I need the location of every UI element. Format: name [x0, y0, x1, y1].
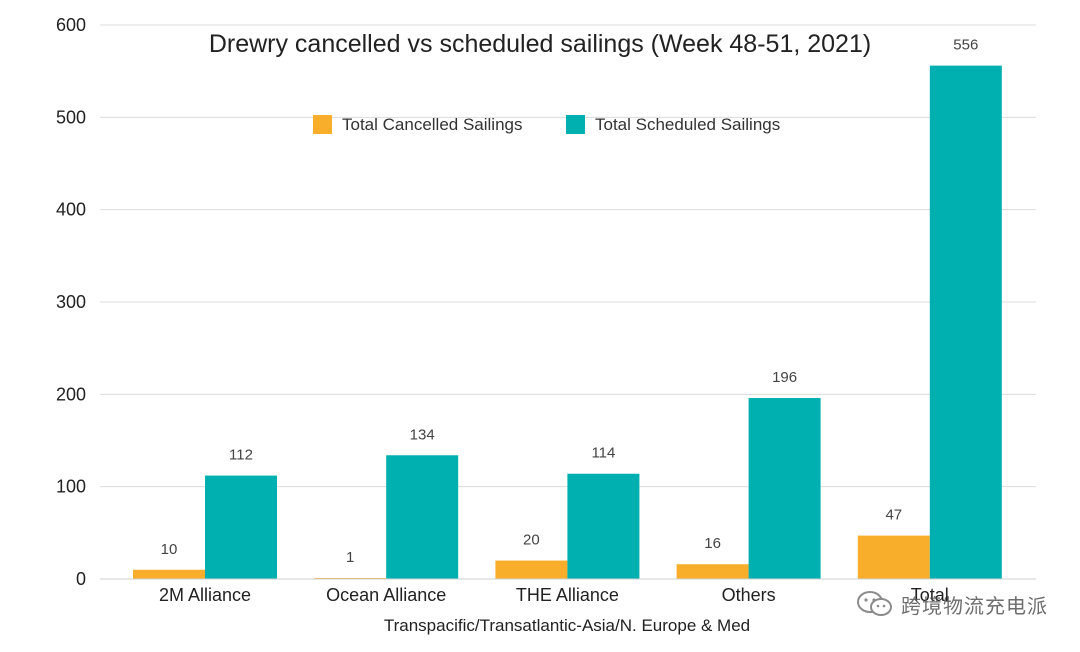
y-tick-label: 0 [76, 569, 86, 589]
legend-label: Total Cancelled Sailings [342, 115, 523, 134]
bar [748, 398, 821, 579]
chart-title: Drewry cancelled vs scheduled sailings (… [209, 30, 871, 58]
bar [929, 65, 1002, 580]
legend-label: Total Scheduled Sailings [595, 115, 780, 134]
data-label: 16 [704, 535, 721, 552]
y-tick-label: 300 [56, 292, 86, 312]
watermark-text: 跨境物流充电派 [901, 593, 1048, 618]
x-axis-title: Transpacific/Transatlantic-Asia/N. Europ… [384, 616, 750, 635]
category-label: Total [911, 585, 949, 605]
bar [205, 475, 277, 579]
data-label: 10 [161, 541, 178, 558]
data-label: 1 [346, 549, 354, 566]
category-label: Others [722, 585, 776, 605]
data-label: 556 [953, 37, 978, 54]
bar [857, 535, 930, 579]
bar [495, 560, 568, 579]
legend-swatch [313, 115, 332, 134]
wechat-icon [857, 591, 892, 616]
bar [567, 473, 640, 579]
y-tick-label: 200 [56, 384, 86, 404]
bar [386, 455, 459, 579]
data-label: 47 [885, 507, 902, 524]
y-tick-label: 100 [56, 477, 86, 497]
data-label: 114 [591, 445, 615, 462]
bar [133, 569, 205, 579]
legend-swatch [566, 115, 585, 134]
data-label: 20 [523, 532, 540, 549]
data-label: 196 [772, 369, 797, 386]
y-tick-label: 600 [56, 15, 86, 35]
y-tick-label: 500 [56, 107, 86, 127]
category-label: Ocean Alliance [326, 585, 446, 605]
y-axis-ticks: 0 100 200 300 400 500 600 [56, 15, 86, 589]
gridlines [100, 24, 1036, 488]
bars [133, 65, 1002, 580]
x-axis-categories: 2M Alliance Ocean Alliance THE Alliance Oth… [159, 585, 949, 605]
data-label: 112 [229, 447, 253, 464]
category-label: THE Alliance [516, 585, 619, 605]
legend: Total Cancelled Sailings Total Scheduled … [313, 115, 780, 134]
data-labels: 10 112 1 134 20 114 16 196 47 556 [161, 37, 979, 566]
y-tick-label: 400 [56, 200, 86, 220]
category-label: 2M Alliance [159, 585, 251, 605]
watermark: 跨境物流充电派 [855, 588, 1048, 620]
bar [676, 564, 749, 579]
data-label: 134 [410, 426, 435, 443]
